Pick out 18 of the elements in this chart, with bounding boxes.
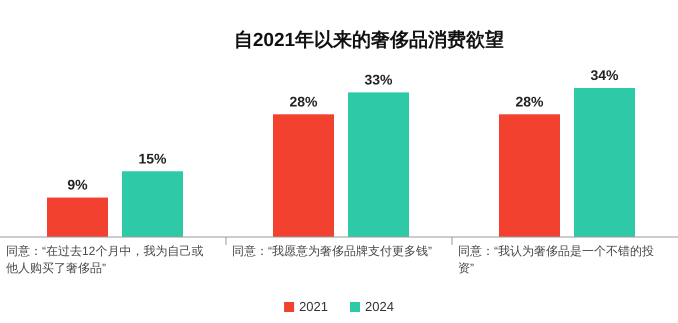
data-label: 28% xyxy=(515,93,544,110)
chart-title: 自2021年以来的奢侈品消费欲望 xyxy=(234,29,504,51)
legend-label: 2021 xyxy=(299,299,328,314)
data-label: 15% xyxy=(138,150,168,166)
data-label: 34% xyxy=(590,67,620,83)
x-tick-label: 同意：“我认为奢侈品是一个不错的投资” xyxy=(458,244,654,275)
x-tick-label: 同意：“在过去12个月中，我为自己或他人购买了奢侈品” xyxy=(6,244,204,275)
data-label: 28% xyxy=(289,93,318,110)
bar xyxy=(122,171,183,237)
bar xyxy=(574,88,635,237)
bar xyxy=(348,92,409,237)
bar xyxy=(499,114,560,237)
bar xyxy=(273,114,334,237)
data-label: 9% xyxy=(67,176,88,193)
legend-label: 2024 xyxy=(365,299,394,314)
data-label: 33% xyxy=(364,71,394,88)
bar xyxy=(47,198,108,237)
x-tick-label: 同意：“我愿意为奢侈品牌支付更多钱” xyxy=(232,244,432,258)
